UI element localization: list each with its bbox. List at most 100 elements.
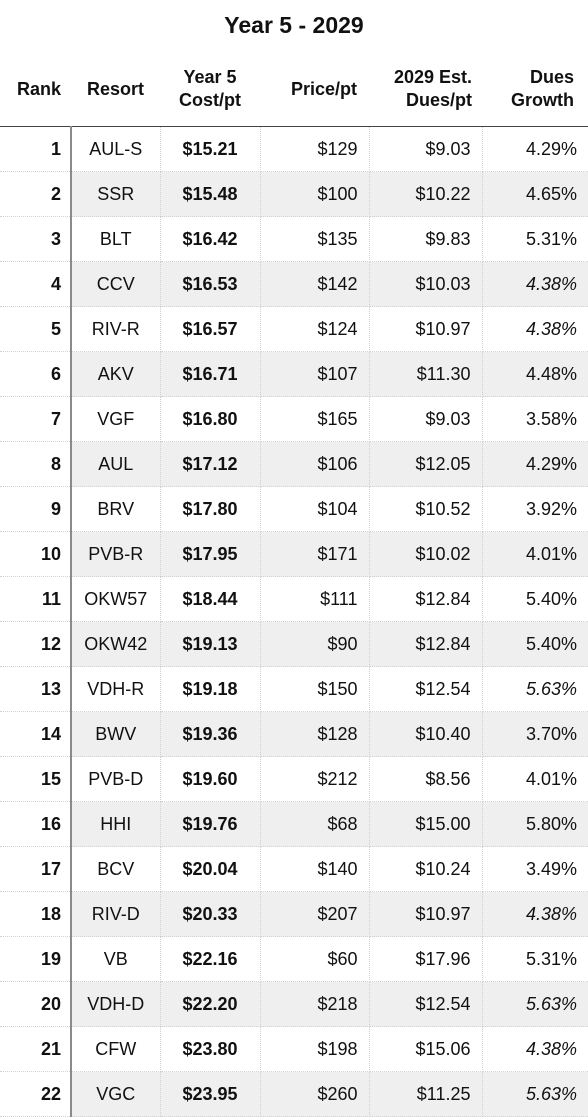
table-row: 5 RIV-R $16.57 $124 $10.97 4.38% xyxy=(0,306,588,352)
resort-cell: CCV xyxy=(71,261,161,307)
resort-cell: BLT xyxy=(71,216,161,262)
resort-cell: VGF xyxy=(71,396,161,442)
growth-cell: 5.31% xyxy=(482,216,588,262)
price-cell: $260 xyxy=(260,1071,370,1117)
resort-cell: HHI xyxy=(71,801,161,847)
dues-cell: $9.83 xyxy=(369,216,483,262)
cost-cell: $15.48 xyxy=(160,171,261,217)
table-row: 6 AKV $16.71 $107 $11.30 4.48% xyxy=(0,351,588,397)
cost-cell: $16.71 xyxy=(160,351,261,397)
table-header: Rank Resort Year 5 Cost/pt Price/pt 2029… xyxy=(0,52,588,127)
table-row: 2 SSR $15.48 $100 $10.22 4.65% xyxy=(0,171,588,217)
resort-cell: AKV xyxy=(71,351,161,397)
dues-cell: $10.24 xyxy=(369,846,483,892)
growth-cell: 5.63% xyxy=(482,981,588,1027)
cost-cell: $20.33 xyxy=(160,891,261,937)
price-cell: $124 xyxy=(260,306,370,352)
cost-cell: $19.60 xyxy=(160,756,261,802)
table-row: 18 RIV-D $20.33 $207 $10.97 4.38% xyxy=(0,891,588,937)
growth-cell: 4.48% xyxy=(482,351,588,397)
dues-cell: $12.84 xyxy=(369,576,483,622)
growth-cell: 4.01% xyxy=(482,756,588,802)
price-cell: $142 xyxy=(260,261,370,307)
dues-cell: $12.05 xyxy=(369,441,483,487)
resort-cell: BWV xyxy=(71,711,161,757)
price-cell: $129 xyxy=(260,126,370,172)
resort-cell: VB xyxy=(71,936,161,982)
resort-cell: OKW57 xyxy=(71,576,161,622)
growth-cell: 4.38% xyxy=(482,1026,588,1072)
price-cell: $171 xyxy=(260,531,370,577)
cost-cell: $17.95 xyxy=(160,531,261,577)
dues-cell: $12.54 xyxy=(369,666,483,712)
table-row: 17 BCV $20.04 $140 $10.24 3.49% xyxy=(0,846,588,892)
price-cell: $212 xyxy=(260,756,370,802)
resort-cell: BRV xyxy=(71,486,161,532)
growth-cell: 5.63% xyxy=(482,666,588,712)
price-cell: $68 xyxy=(260,801,370,847)
table-row: 12 OKW42 $19.13 $90 $12.84 5.40% xyxy=(0,621,588,667)
dues-cell: $11.25 xyxy=(369,1071,483,1117)
growth-cell: 5.80% xyxy=(482,801,588,847)
dues-cell: $9.03 xyxy=(369,396,483,442)
cost-cell: $19.76 xyxy=(160,801,261,847)
cost-cell: $19.18 xyxy=(160,666,261,712)
dues-cell: $10.97 xyxy=(369,891,483,937)
rank-cell: 11 xyxy=(0,576,72,622)
growth-cell: 3.70% xyxy=(482,711,588,757)
table-row: 22 VGC $23.95 $260 $11.25 5.63% xyxy=(0,1071,588,1117)
price-cell: $150 xyxy=(260,666,370,712)
price-cell: $135 xyxy=(260,216,370,262)
table-row: 8 AUL $17.12 $106 $12.05 4.29% xyxy=(0,441,588,487)
resort-cell: PVB-D xyxy=(71,756,161,802)
rank-cell: 6 xyxy=(0,351,72,397)
growth-cell: 4.29% xyxy=(482,441,588,487)
price-cell: $165 xyxy=(260,396,370,442)
growth-cell: 3.49% xyxy=(482,846,588,892)
table-row: 1 AUL-S $15.21 $129 $9.03 4.29% xyxy=(0,126,588,172)
rank-cell: 3 xyxy=(0,216,72,262)
resort-cell: RIV-R xyxy=(71,306,161,352)
column-header-growth-line2: Growth xyxy=(511,90,574,110)
growth-cell: 5.31% xyxy=(482,936,588,982)
table-row: 15 PVB-D $19.60 $212 $8.56 4.01% xyxy=(0,756,588,802)
rank-cell: 5 xyxy=(0,306,72,352)
growth-cell: 4.29% xyxy=(482,126,588,172)
growth-cell: 4.65% xyxy=(482,171,588,217)
resort-cell: BCV xyxy=(71,846,161,892)
table-row: 16 HHI $19.76 $68 $15.00 5.80% xyxy=(0,801,588,847)
growth-cell: 4.38% xyxy=(482,261,588,307)
header-row: Rank Resort Year 5 Cost/pt Price/pt 2029… xyxy=(0,52,588,127)
dues-cell: $10.22 xyxy=(369,171,483,217)
column-header-resort: Resort xyxy=(71,52,160,127)
cost-cell: $19.13 xyxy=(160,621,261,667)
price-cell: $207 xyxy=(260,891,370,937)
rank-cell: 4 xyxy=(0,261,72,307)
price-cell: $218 xyxy=(260,981,370,1027)
dues-cell: $11.30 xyxy=(369,351,483,397)
growth-cell: 5.40% xyxy=(482,576,588,622)
column-header-dues: 2029 Est. Dues/pt xyxy=(369,52,482,127)
dues-cell: $10.97 xyxy=(369,306,483,352)
table-row: 7 VGF $16.80 $165 $9.03 3.58% xyxy=(0,396,588,442)
resort-cell: VDH-R xyxy=(71,666,161,712)
column-header-cost: Year 5 Cost/pt xyxy=(160,52,260,127)
table-row: 10 PVB-R $17.95 $171 $10.02 4.01% xyxy=(0,531,588,577)
growth-cell: 3.92% xyxy=(482,486,588,532)
table-row: 19 VB $22.16 $60 $17.96 5.31% xyxy=(0,936,588,982)
cost-cell: $16.42 xyxy=(160,216,261,262)
rank-cell: 13 xyxy=(0,666,72,712)
cost-cell: $17.80 xyxy=(160,486,261,532)
rank-cell: 20 xyxy=(0,981,72,1027)
cost-cell: $19.36 xyxy=(160,711,261,757)
price-cell: $100 xyxy=(260,171,370,217)
price-cell: $198 xyxy=(260,1026,370,1072)
rank-cell: 17 xyxy=(0,846,72,892)
dues-cell: $17.96 xyxy=(369,936,483,982)
table-row: 9 BRV $17.80 $104 $10.52 3.92% xyxy=(0,486,588,532)
rank-cell: 8 xyxy=(0,441,72,487)
rank-cell: 15 xyxy=(0,756,72,802)
cost-cell: $18.44 xyxy=(160,576,261,622)
rank-cell: 9 xyxy=(0,486,72,532)
resort-cell: SSR xyxy=(71,171,161,217)
